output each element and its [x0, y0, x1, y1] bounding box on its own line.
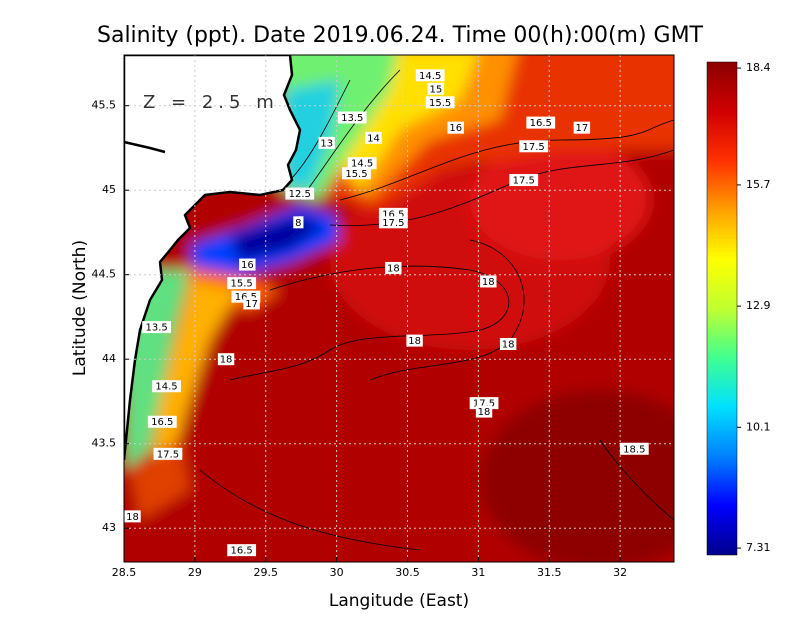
contour-label-box [406, 334, 423, 347]
contour-label-box [227, 277, 257, 290]
contour-label: 18 [482, 277, 495, 288]
contour-label-box [347, 157, 377, 170]
contour-label: 14 [367, 133, 380, 144]
y-tick-label: 43 [102, 521, 116, 534]
contour-label-box [243, 297, 260, 310]
contour-label-box [378, 216, 408, 229]
x-tick-label: 29 [188, 566, 202, 579]
contour-label-box [153, 447, 183, 460]
contour-label: 16.5 [382, 209, 404, 220]
contour-label-box [342, 167, 371, 180]
y-axis-label: Latitude (North) [70, 240, 90, 376]
contour-label: 17.5 [157, 449, 179, 460]
contour-label: 18 [478, 407, 491, 418]
colorbar-tick-label: 10.1 [746, 420, 771, 433]
contour-label: 18 [126, 512, 139, 523]
contour-label-box [480, 275, 497, 288]
contour-label: 16.5 [231, 546, 253, 557]
contour-label: 14.5 [419, 71, 441, 82]
contour-label: 14.5 [351, 159, 373, 170]
colorbar [706, 61, 738, 556]
contour-label-box [147, 415, 177, 428]
x-tick-label: 32 [613, 566, 627, 579]
colorbar-tick-label: 15.7 [746, 178, 771, 191]
contour-label-box [519, 140, 549, 153]
y-tick-label: 45 [102, 183, 116, 196]
contour-label: 13.5 [341, 113, 363, 124]
y-tick-label: 43.5 [92, 437, 117, 450]
y-tick-label: 44.5 [92, 268, 117, 281]
contour-label-box [152, 380, 181, 393]
contour-label: 15.5 [345, 169, 367, 180]
contour-label-box [447, 121, 464, 134]
contour-label-box [239, 258, 256, 271]
contour-label-box [619, 442, 649, 455]
grid [124, 55, 674, 562]
colorbar-tick-label: 12.9 [746, 299, 771, 312]
contour-label: 17 [245, 299, 258, 310]
contour-label: 18 [502, 339, 515, 350]
contour-label-box [124, 510, 141, 523]
contour-label-box [573, 121, 591, 134]
x-tick-label: 29.5 [254, 566, 279, 579]
coastline [124, 140, 166, 154]
contour-label: 13.5 [145, 323, 167, 334]
contour-label-box [509, 174, 539, 187]
contour-label-box [415, 69, 445, 82]
contour-label: 17.5 [382, 218, 404, 229]
x-tick-label: 30.5 [395, 566, 420, 579]
contour-label: 17 [575, 123, 588, 134]
x-tick-label: 31 [471, 566, 485, 579]
contour-label-box [227, 544, 257, 557]
contour-label: 17.5 [473, 399, 495, 410]
contour-label: 14.5 [155, 382, 177, 393]
contour-label: 16.5 [151, 417, 173, 428]
contour-label-box [217, 353, 235, 366]
contour-label-box [425, 96, 455, 109]
contour-label-box [499, 337, 517, 350]
x-axis-label: Langitude (East) [329, 591, 469, 611]
contour-label: 18 [220, 355, 233, 366]
contour-label-box [285, 187, 315, 200]
contour-label-box [293, 216, 304, 229]
y-tick-label: 45.5 [92, 99, 117, 112]
contour-label: 12.5 [289, 189, 311, 200]
contour-label-box [526, 116, 556, 129]
x-tick-label: 31.5 [537, 566, 562, 579]
contour-label-box [318, 136, 335, 149]
contour-label: 16 [449, 123, 462, 134]
contour-label: 16 [241, 260, 254, 271]
contour-label: 17.5 [513, 176, 535, 187]
contour-label-box [475, 405, 493, 418]
contour-label: 16.5 [530, 118, 552, 129]
contour-label-box [427, 82, 445, 95]
title: Salinity (ppt). Date 2019.06.24. Time 00… [97, 23, 704, 48]
contour-label-box [142, 321, 172, 334]
contour-label: 17.5 [523, 142, 545, 153]
contour-label-box [365, 131, 382, 144]
depth-label: Z = 2.5 m [143, 92, 279, 113]
contour-label: 18 [387, 263, 400, 274]
x-tick-label: 30 [330, 566, 344, 579]
contour-label: 18 [408, 336, 421, 347]
contour-label-box [385, 261, 402, 274]
x-tick-label: 28.5 [112, 566, 137, 579]
contour-label: 13 [320, 138, 333, 149]
contour-label: 15.5 [231, 279, 253, 290]
colorbar-tick-label: 7.31 [746, 541, 771, 554]
contour-label: 18.5 [623, 444, 645, 455]
y-tick-label: 44 [102, 352, 116, 365]
contour-label-box [337, 111, 367, 124]
colorbar-tick-label: 18.4 [746, 61, 771, 74]
contour-label: 15.5 [429, 98, 451, 109]
contour-label: 15 [429, 84, 442, 95]
contour-label: 8 [295, 218, 301, 229]
plot-frame [123, 54, 675, 563]
